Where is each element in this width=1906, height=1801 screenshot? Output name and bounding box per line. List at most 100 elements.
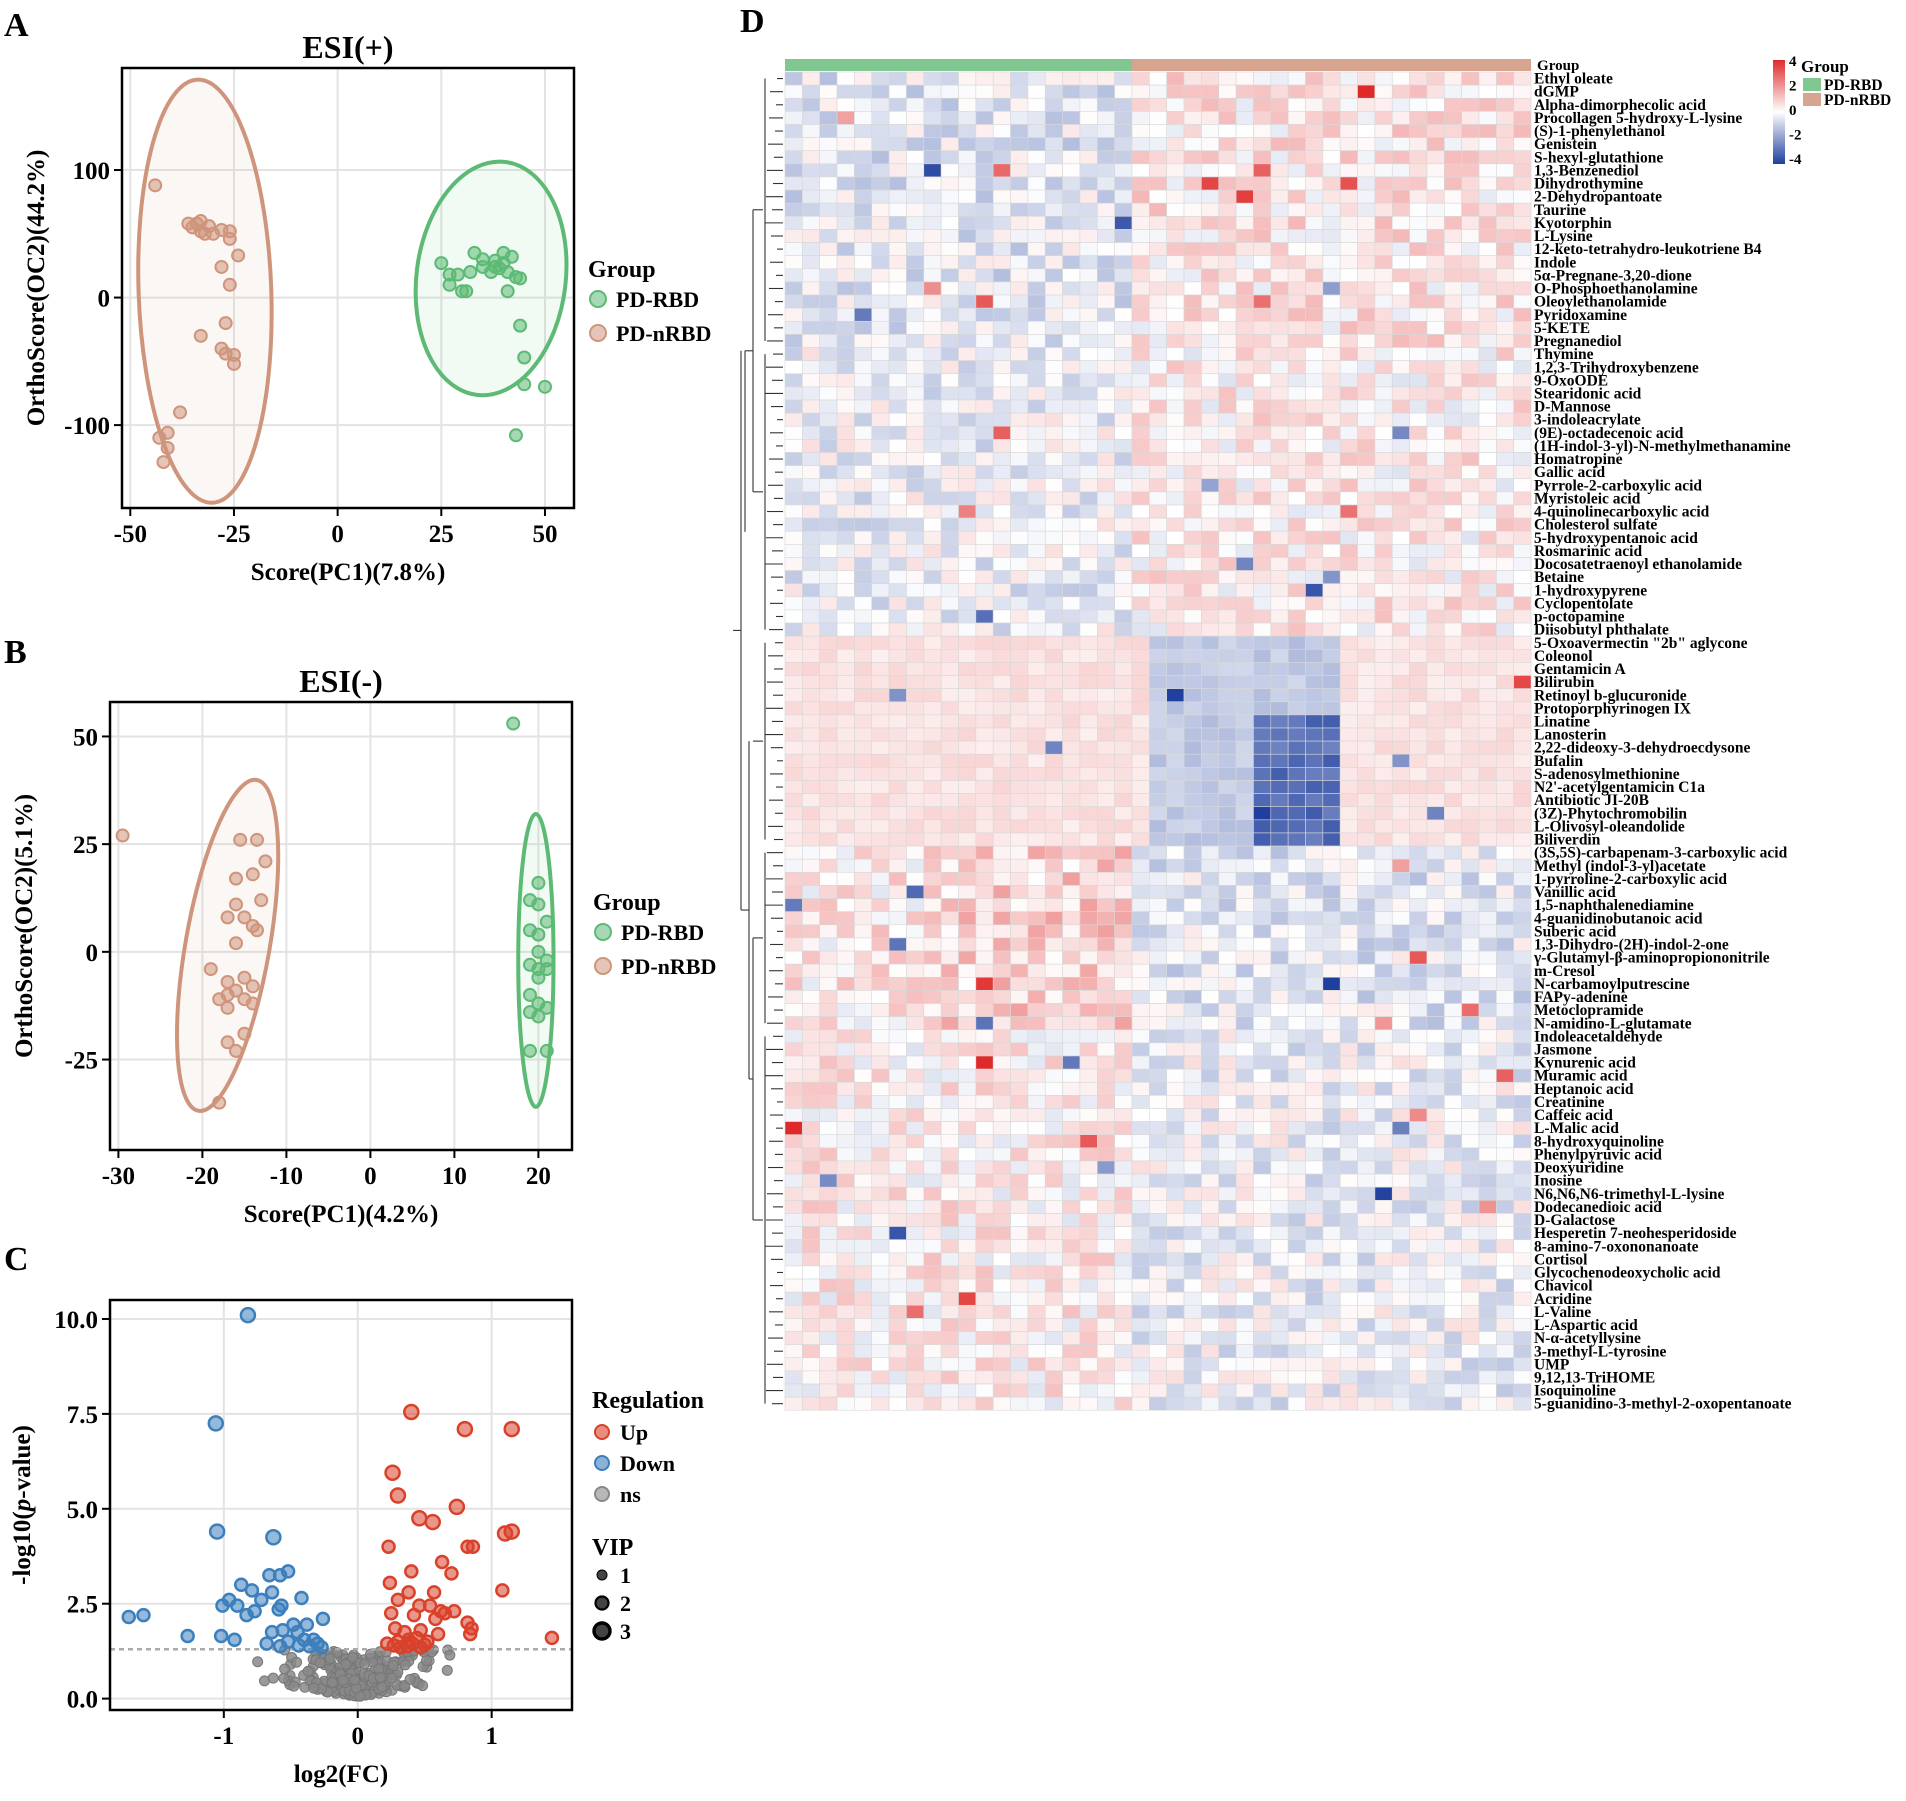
- heatmap-cell: [1410, 334, 1427, 347]
- heatmap-cell: [1011, 859, 1028, 872]
- heatmap-cell: [1080, 1292, 1097, 1305]
- up-point: [405, 1565, 417, 1577]
- heatmap-cell: [993, 439, 1010, 452]
- heatmap-cell: [1271, 348, 1288, 361]
- heatmap-cell: [993, 1318, 1010, 1331]
- heatmap-cell: [1462, 426, 1479, 439]
- heatmap-cell: [1063, 1397, 1080, 1410]
- heatmap-cell: [1288, 374, 1305, 387]
- heatmap-cell: [1462, 348, 1479, 361]
- heatmap-cell: [1253, 413, 1270, 426]
- heatmap-cell: [1097, 990, 1114, 1003]
- heatmap-cell: [1340, 1043, 1357, 1056]
- heatmap-cell: [924, 1332, 941, 1345]
- heatmap-cell: [1097, 649, 1114, 662]
- heatmap-cell: [976, 1043, 993, 1056]
- heatmap-cell: [802, 124, 819, 137]
- heatmap-cell: [1340, 1253, 1357, 1266]
- heatmap-cell: [837, 334, 854, 347]
- vip-size-swatch: [596, 1597, 609, 1610]
- heatmap-cell: [889, 505, 906, 518]
- heatmap-cell: [941, 977, 958, 990]
- heatmap-cell: [785, 348, 802, 361]
- heatmap-cell: [1271, 1148, 1288, 1161]
- heatmap-cell: [976, 374, 993, 387]
- heatmap-cell: [1184, 452, 1201, 465]
- heatmap-cell: [1462, 754, 1479, 767]
- heatmap-cell: [854, 361, 871, 374]
- heatmap-cell: [1115, 780, 1132, 793]
- heatmap-cell: [906, 584, 923, 597]
- heatmap-cell: [1219, 1240, 1236, 1253]
- heatmap-cell: [1201, 1318, 1218, 1331]
- heatmap-cell: [959, 754, 976, 767]
- heatmap-cell: [1219, 1397, 1236, 1410]
- heatmap-cell: [1063, 334, 1080, 347]
- heatmap-cell: [1028, 1030, 1045, 1043]
- heatmap-cell: [1201, 938, 1218, 951]
- heatmap-cell: [837, 111, 854, 124]
- heatmap-cell: [1236, 282, 1253, 295]
- heatmap-cell: [889, 452, 906, 465]
- heatmap-cell: [1115, 1318, 1132, 1331]
- heatmap-cell: [1236, 177, 1253, 190]
- heatmap-cell: [1288, 1095, 1305, 1108]
- heatmap-cell: [1080, 124, 1097, 137]
- heatmap-cell: [1323, 492, 1340, 505]
- heatmap-cell: [837, 833, 854, 846]
- heatmap-cell: [889, 1318, 906, 1331]
- heatmap-cell: [1306, 649, 1323, 662]
- heatmap-cell: [1375, 190, 1392, 203]
- heatmap-cell: [1358, 439, 1375, 452]
- heatmap-cell: [1080, 1030, 1097, 1043]
- heatmap-cell: [1271, 374, 1288, 387]
- heatmap-cell: [959, 584, 976, 597]
- heatmap-cell: [1253, 151, 1270, 164]
- heatmap-cell: [1358, 72, 1375, 85]
- heatmap-cell: [1444, 426, 1461, 439]
- heatmap-cell: [1479, 1017, 1496, 1030]
- heatmap-cell: [1271, 452, 1288, 465]
- y-tick-label: 100: [73, 158, 111, 185]
- heatmap-cell: [1028, 833, 1045, 846]
- heatmap-cell: [1201, 1017, 1218, 1030]
- heatmap-cell: [906, 111, 923, 124]
- heatmap-cell: [1323, 584, 1340, 597]
- heatmap-cell: [1479, 767, 1496, 780]
- heatmap-cell: [1323, 151, 1340, 164]
- heatmap-cell: [959, 151, 976, 164]
- heatmap-cell: [1115, 348, 1132, 361]
- heatmap-cell: [924, 1017, 941, 1030]
- up-point: [436, 1556, 448, 1568]
- heatmap-cell: [1410, 72, 1427, 85]
- heatmap-cell: [1444, 111, 1461, 124]
- heatmap-cell: [1132, 1148, 1149, 1161]
- heatmap-cell: [959, 623, 976, 636]
- heatmap-cell: [1028, 1148, 1045, 1161]
- y-axis-label-italic: p: [9, 1499, 36, 1514]
- heatmap-cell: [906, 282, 923, 295]
- heatmap-cell: [1097, 466, 1114, 479]
- heatmap-cell: [1375, 1227, 1392, 1240]
- heatmap-cell: [993, 466, 1010, 479]
- heatmap-cell: [1201, 977, 1218, 990]
- heatmap-cell: [1184, 1240, 1201, 1253]
- heatmap-cell: [1375, 1371, 1392, 1384]
- heatmap-cell: [1201, 1043, 1218, 1056]
- heatmap-cell: [1358, 1384, 1375, 1397]
- heatmap-cell: [1201, 413, 1218, 426]
- heatmap-cell: [906, 400, 923, 413]
- heatmap-cell: [837, 1240, 854, 1253]
- heatmap-cell: [1201, 676, 1218, 689]
- heatmap-cell: [1149, 387, 1166, 400]
- heatmap-cell: [906, 846, 923, 859]
- heatmap-cell: [1479, 938, 1496, 951]
- heatmap-cell: [872, 164, 889, 177]
- heatmap-cell: [1253, 702, 1270, 715]
- heatmap-cell: [854, 111, 871, 124]
- heatmap-cell: [1496, 623, 1513, 636]
- heatmap-cell: [1427, 1148, 1444, 1161]
- heatmap-cell: [1236, 1305, 1253, 1318]
- heatmap-cell: [1132, 676, 1149, 689]
